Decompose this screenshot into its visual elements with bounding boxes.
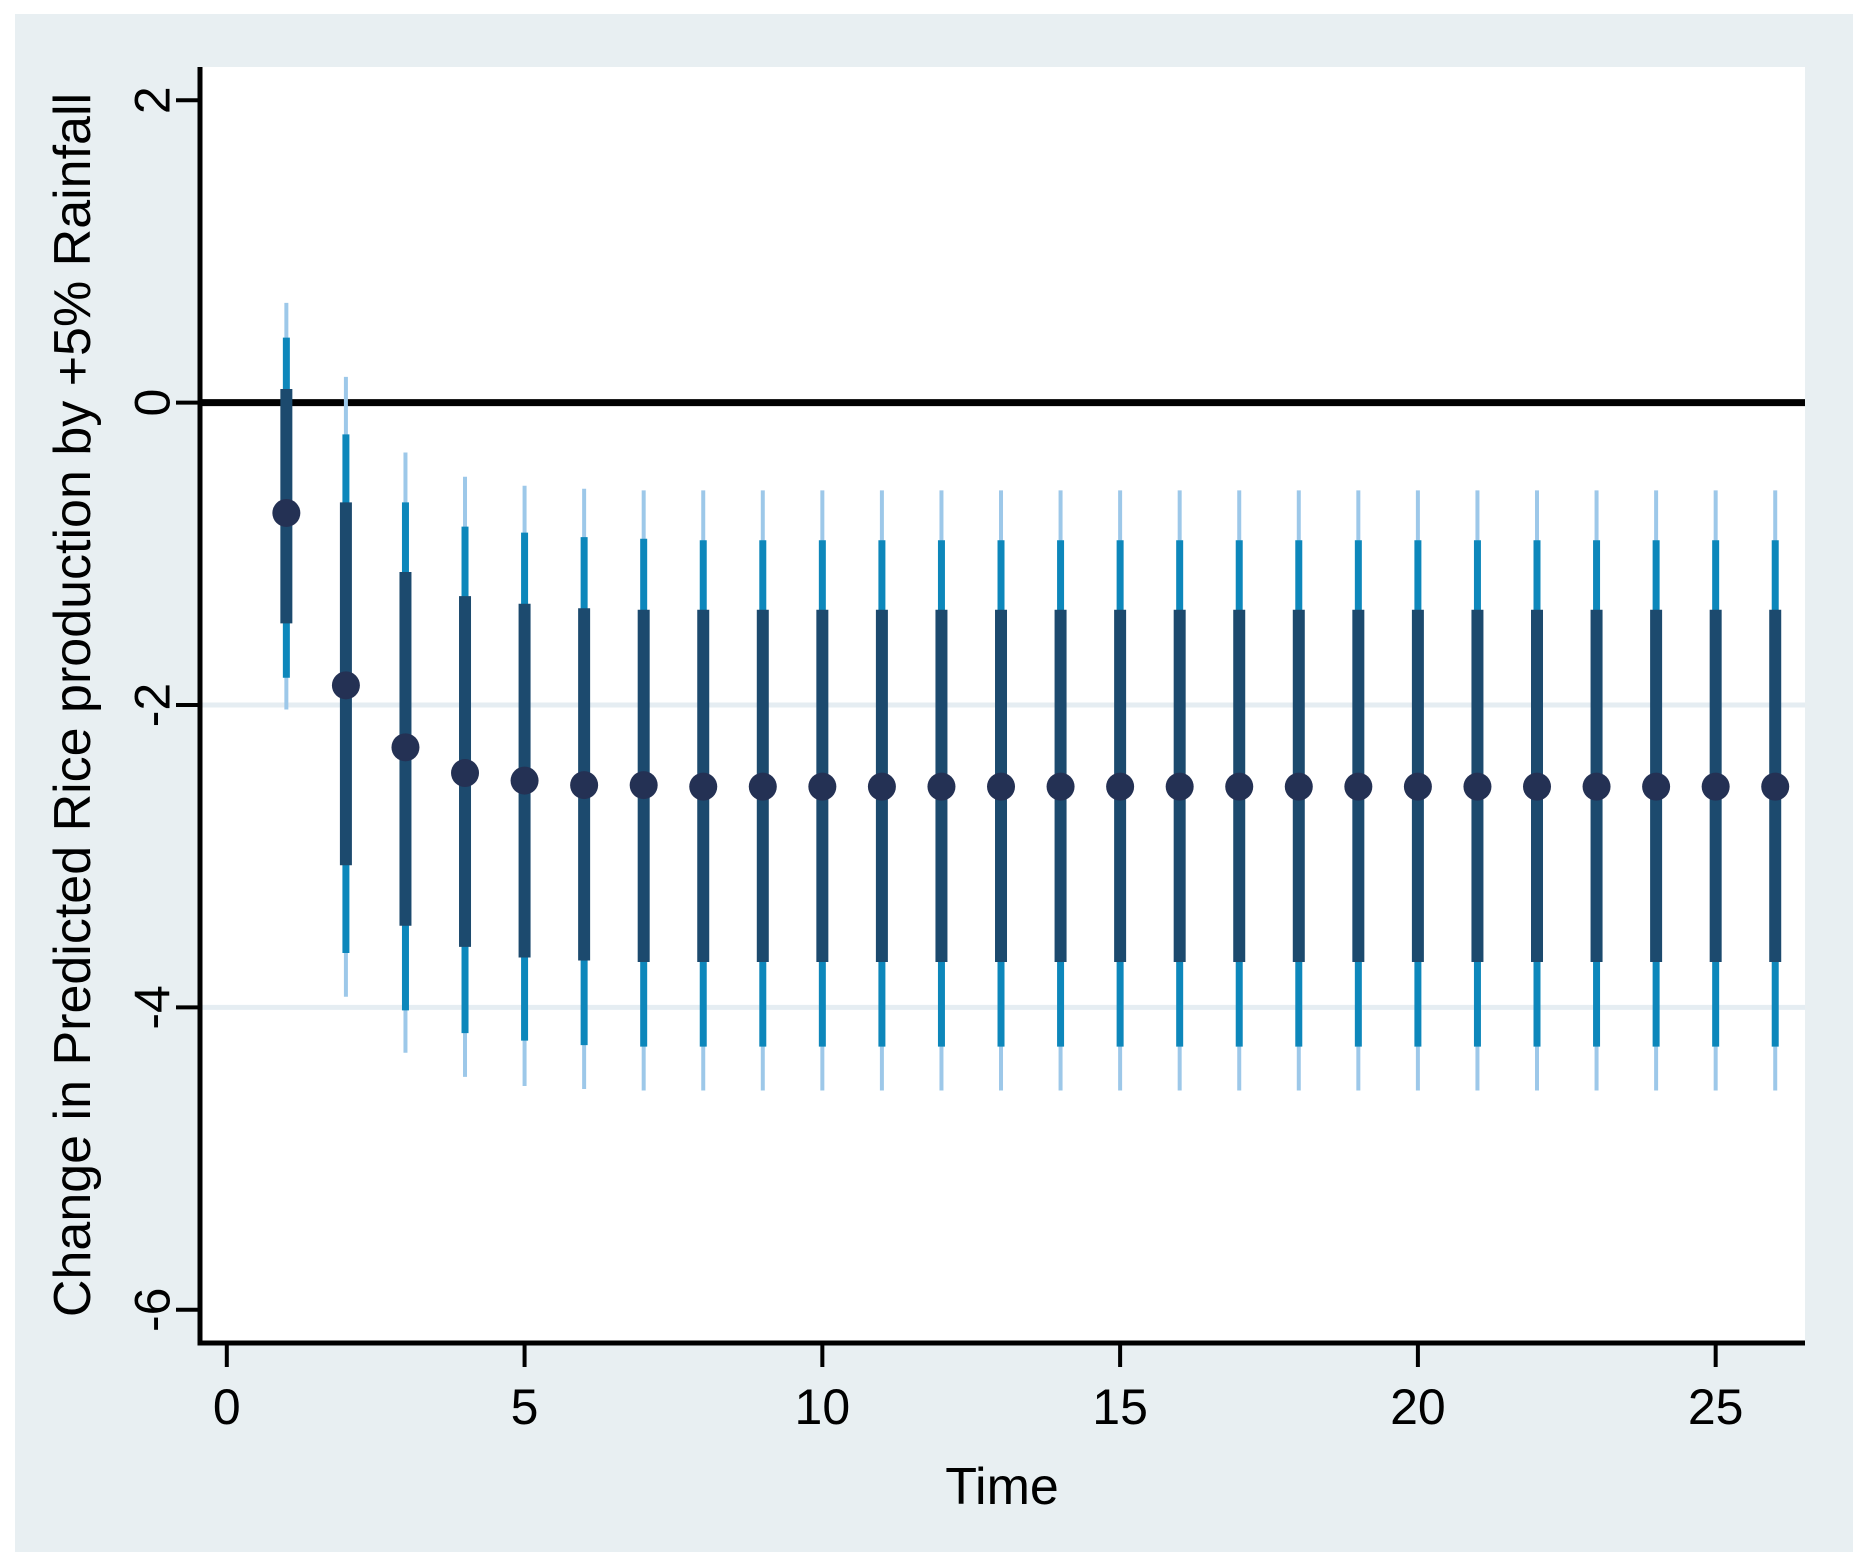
x-axis-title: Time <box>945 1458 1059 1516</box>
chart-marks: 20-2-4-60 5 10 15 20 25 <box>124 67 1805 1435</box>
point-estimate-dot <box>1046 772 1075 801</box>
point-estimate-dot <box>1225 772 1254 801</box>
point-estimate-dot <box>1642 772 1671 801</box>
point-estimate-dot <box>331 671 360 700</box>
point-estimate-dot <box>1701 772 1730 801</box>
point-estimate-dot <box>1106 772 1135 801</box>
point-estimate-dot <box>570 771 599 800</box>
point-estimate-dot <box>1582 772 1611 801</box>
y-tick-label: -2 <box>125 683 181 727</box>
x-tick-label: 10 <box>795 1379 851 1435</box>
point-estimate-dot <box>748 772 777 801</box>
point-estimate-dot <box>1284 772 1313 801</box>
point-estimate-dot <box>629 771 658 800</box>
y-axis-title: Change in Predicted Rice production by +… <box>44 93 102 1317</box>
point-estimate-dot <box>689 772 718 801</box>
point-estimate-dot <box>987 772 1016 801</box>
y-tick-label: -6 <box>125 1288 181 1332</box>
point-estimate-dot <box>510 766 539 795</box>
y-tick-label: 0 <box>125 389 181 417</box>
point-estimate-dot <box>451 759 480 788</box>
point-estimate-dot <box>272 498 301 527</box>
point-estimate-dot <box>1463 772 1492 801</box>
point-estimate-dot <box>927 772 956 801</box>
point-estimate-dot <box>1403 772 1432 801</box>
point-estimate-dot <box>867 772 896 801</box>
point-estimate-dot <box>1761 772 1790 801</box>
point-estimate-dot <box>1165 772 1194 801</box>
point-estimate-dot <box>808 772 837 801</box>
x-tick-label: 0 <box>213 1379 241 1435</box>
point-estimate-dot <box>391 733 420 762</box>
x-tick-label: 20 <box>1390 1379 1446 1435</box>
x-tick-label: 5 <box>511 1379 539 1435</box>
x-tick-label: 15 <box>1092 1379 1148 1435</box>
y-tick-label: -4 <box>124 985 180 1029</box>
point-estimate-dot <box>1523 772 1552 801</box>
point-estimate-dot <box>1344 772 1373 801</box>
x-tick-label: 25 <box>1688 1379 1744 1435</box>
y-tick-label: 2 <box>125 86 181 114</box>
